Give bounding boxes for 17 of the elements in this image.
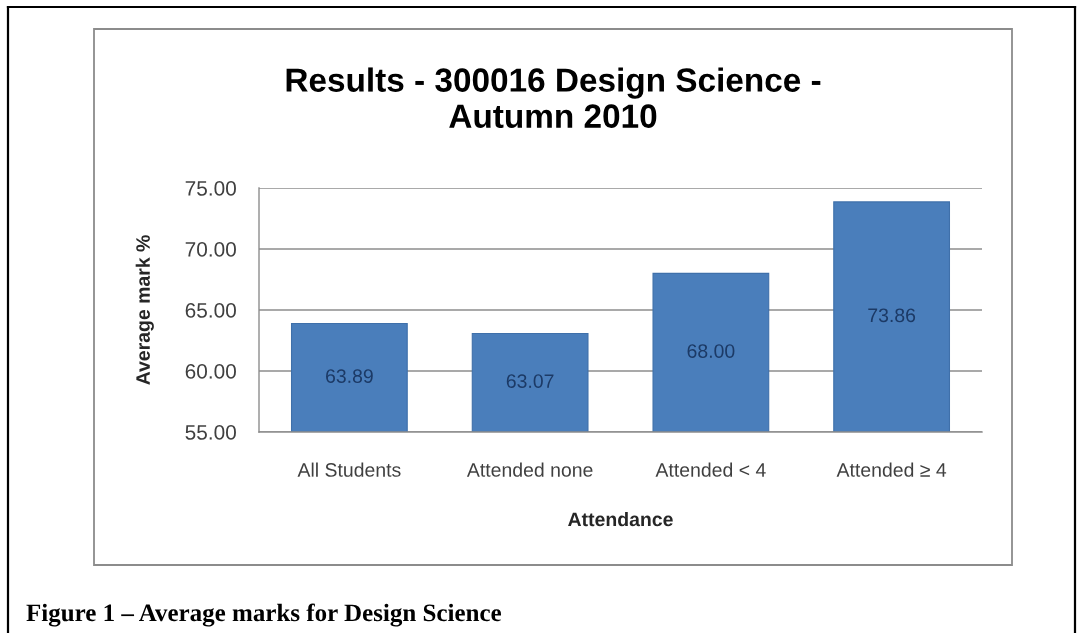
- y-tick-label: 60.00: [185, 364, 236, 379]
- y-tick-label: 55.00: [185, 425, 236, 440]
- data-label: 68.00: [687, 344, 735, 358]
- caption: Figure 1 – Average marks for Design Science: [26, 603, 502, 627]
- x-tick-label: Attended none: [466, 462, 593, 477]
- x-tick-label: All Students: [297, 462, 401, 477]
- data-label: 73.86: [868, 308, 916, 323]
- data-label: 63.89: [326, 369, 373, 383]
- y-tick-label: 65.00: [185, 303, 236, 318]
- chart-title: Results - 300016 Design Science - Autumn 2010: [286, 67, 821, 128]
- x-axis-title: Attendance: [568, 512, 673, 527]
- x-tick-label: Attended ≥ 4: [836, 462, 947, 477]
- y-tick-label: 75.00: [185, 181, 236, 196]
- y-axis-title: Average mark %: [135, 235, 154, 385]
- data-label: 63.07: [506, 374, 554, 388]
- x-tick-label: Attended < 4: [655, 462, 766, 477]
- y-tick-label: 70.00: [185, 242, 236, 257]
